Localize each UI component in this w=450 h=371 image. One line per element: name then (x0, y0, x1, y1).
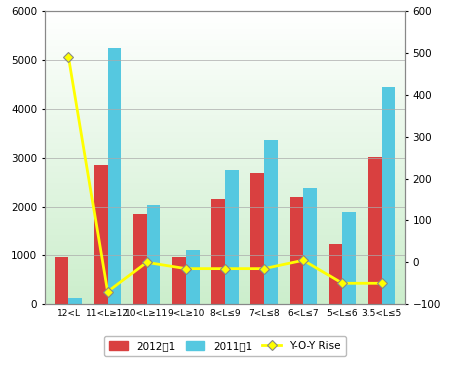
Bar (328, 244, 342, 304)
Bar (289, 197, 303, 304)
Bar (94, 165, 108, 304)
Bar (108, 48, 122, 304)
Bar (382, 87, 395, 304)
Bar (342, 212, 356, 304)
Bar (68, 298, 82, 304)
Bar (186, 250, 199, 304)
Bar (133, 214, 147, 304)
Bar (212, 199, 225, 304)
Bar (55, 257, 68, 304)
Legend: 2012．1, 2011．1, Y-O-Y Rise: 2012．1, 2011．1, Y-O-Y Rise (104, 336, 346, 356)
Bar (147, 204, 161, 304)
Bar (172, 257, 186, 304)
Bar (303, 188, 317, 304)
Bar (251, 173, 264, 304)
Bar (368, 157, 382, 304)
Bar (264, 140, 278, 304)
Bar (225, 170, 238, 304)
